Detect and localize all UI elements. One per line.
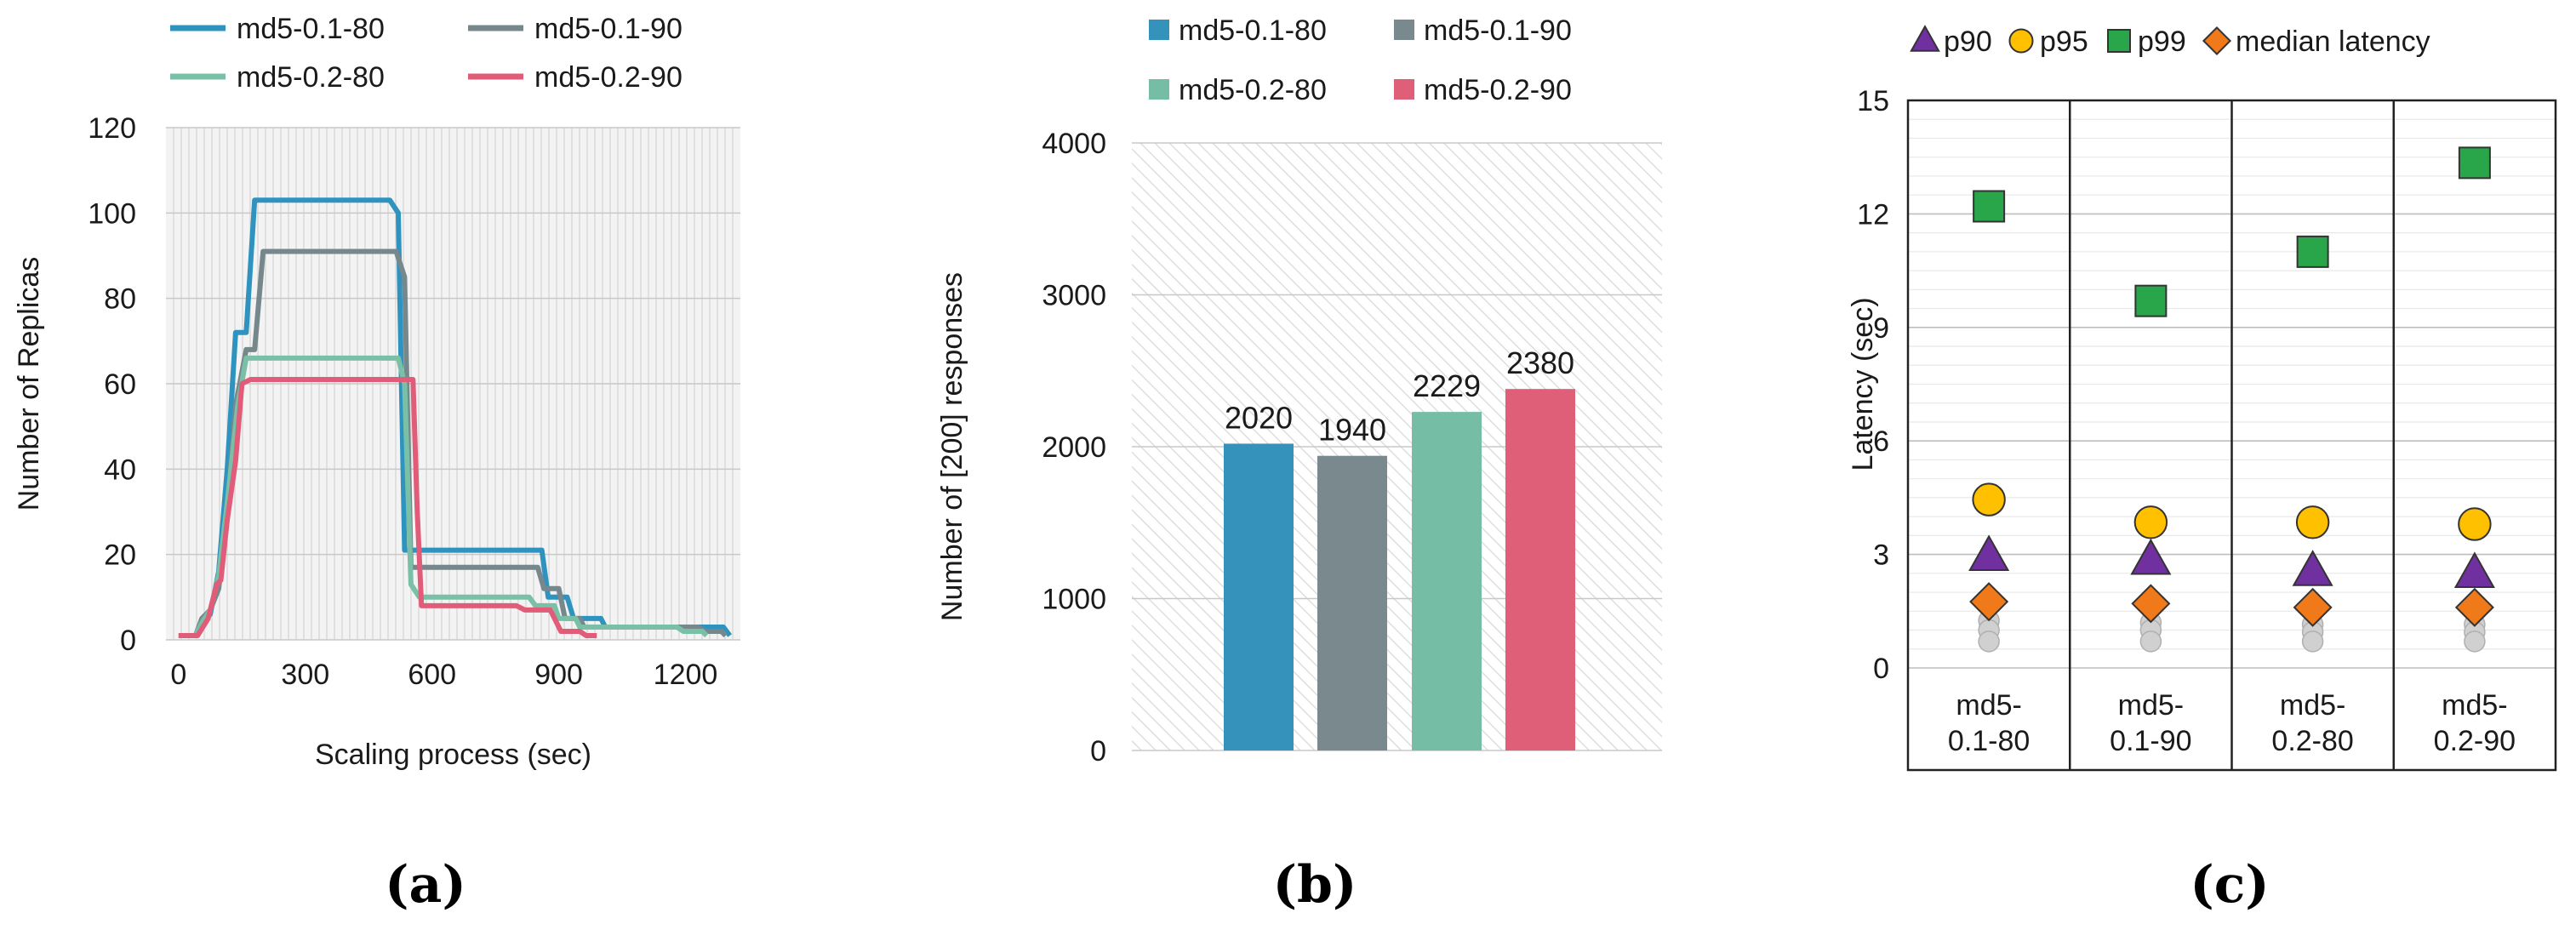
legend-label: median latency — [2236, 26, 2430, 58]
panel-b-bar-chart: 0 1000 2000 3000 4000 Number of [200] respons… — [936, 14, 1662, 915]
point-circle — [1972, 482, 2006, 516]
legend-marker — [2202, 26, 2232, 56]
point-diamond — [2454, 587, 2494, 627]
category-label-line2: 0.2-80 — [2271, 725, 2353, 757]
legend-label: md5-0.2-90 — [534, 61, 683, 94]
panel-caption: (c) — [2190, 855, 2269, 915]
x-tick-label: 1200 — [654, 659, 718, 691]
legend-swatch — [1394, 79, 1414, 100]
y-tick-label: 3 — [1873, 539, 1889, 572]
category-label-line2: 0.1-80 — [1948, 725, 2030, 757]
legend-label: md5-0.1-90 — [534, 13, 683, 45]
legend-swatch — [1149, 20, 1169, 40]
y-tick-label: 80 — [104, 283, 136, 316]
bar-data-label: 2380 — [1506, 345, 1574, 380]
y-tick-label: 0 — [120, 625, 136, 657]
point-square — [2134, 284, 2168, 317]
x-axis-label: Scaling process (sec) — [315, 739, 591, 771]
y-tick-label: 40 — [104, 454, 136, 486]
unlabeled-point — [2301, 630, 2324, 653]
y-tick-label: 15 — [1857, 85, 1889, 117]
point-triangle — [1968, 534, 2010, 572]
y-tick-label: 4000 — [1042, 128, 1106, 160]
legend-marker — [2008, 28, 2034, 54]
legend-swatch — [1394, 20, 1414, 40]
point-circle — [2295, 505, 2330, 539]
legend-label: md5-0.1-80 — [237, 13, 385, 45]
y-tick-label: 1000 — [1042, 584, 1106, 616]
panel-caption: (b) — [1273, 855, 1357, 915]
legend-marker — [1910, 25, 1940, 52]
y-tick-label: 12 — [1857, 198, 1889, 231]
legend-label: p90 — [1944, 26, 1992, 58]
bar-data-label: 2020 — [1225, 400, 1293, 435]
legend-label: md5-0.2-80 — [237, 61, 385, 94]
panel-caption: (a) — [385, 855, 466, 915]
point-triangle — [2453, 551, 2495, 589]
bar-data-label: 2229 — [1413, 368, 1481, 403]
unlabeled-point — [2464, 630, 2486, 653]
panel-c-latency-scatter: 03691215md5-0.1-80md5-0.1-90md5-0.2-80md… — [1847, 25, 2557, 915]
y-tick-label: 0 — [1090, 735, 1106, 767]
legend-label: p99 — [2138, 26, 2186, 58]
point-circle — [2133, 505, 2168, 539]
point-square — [1973, 190, 2006, 223]
y-tick-label: 60 — [104, 368, 136, 401]
point-square — [2296, 235, 2329, 268]
legend-label: md5-0.1-80 — [1179, 14, 1327, 47]
category-label-line1: md5- — [2280, 689, 2345, 722]
series-line — [178, 377, 597, 638]
category-label-line1: md5- — [2118, 689, 2184, 722]
legend-swatch — [1149, 79, 1169, 100]
point-diamond — [2131, 584, 2171, 624]
legend-label: p95 — [2040, 26, 2088, 58]
legend-marker — [2107, 29, 2131, 53]
y-axis-label: Number of [200] responses — [936, 272, 968, 621]
y-tick-label: 2000 — [1042, 431, 1106, 464]
legend-label: md5-0.2-80 — [1179, 74, 1327, 106]
unlabeled-point — [2139, 630, 2162, 653]
bar — [1224, 443, 1294, 750]
category-label-line2: 0.2-90 — [2434, 725, 2516, 757]
point-diamond — [1969, 582, 2009, 622]
unlabeled-point — [1978, 630, 2000, 653]
point-triangle — [2292, 550, 2333, 586]
y-axis-label: Latency (sec) — [1847, 297, 1879, 471]
point-square — [2458, 146, 2491, 180]
bar — [1505, 389, 1575, 750]
x-tick-label: 0 — [170, 659, 186, 691]
category-label-line1: md5- — [1956, 689, 2021, 722]
y-axis-label: Number of Replicas — [13, 257, 45, 511]
bar — [1317, 455, 1387, 750]
category-label-line1: md5- — [2442, 689, 2507, 722]
legend-label: md5-0.1-90 — [1424, 14, 1572, 47]
x-tick-label: 900 — [534, 659, 583, 691]
legend-label: md5-0.2-90 — [1424, 74, 1572, 106]
y-tick-label: 100 — [88, 197, 136, 230]
category-label-line2: 0.1-90 — [2110, 725, 2191, 757]
y-tick-label: 3000 — [1042, 280, 1106, 312]
y-tick-label: 0 — [1873, 653, 1889, 685]
x-tick-label: 300 — [281, 659, 329, 691]
bar-data-label: 1940 — [1318, 413, 1386, 448]
y-tick-label: 120 — [88, 112, 136, 145]
bar — [1412, 412, 1482, 750]
y-tick-label: 6 — [1873, 425, 1889, 458]
y-tick-label: 20 — [104, 539, 136, 572]
point-diamond — [2293, 587, 2333, 627]
point-circle — [2458, 507, 2492, 541]
point-triangle — [2130, 538, 2172, 575]
x-tick-label: 600 — [408, 659, 456, 691]
y-tick-label: 9 — [1873, 312, 1889, 345]
